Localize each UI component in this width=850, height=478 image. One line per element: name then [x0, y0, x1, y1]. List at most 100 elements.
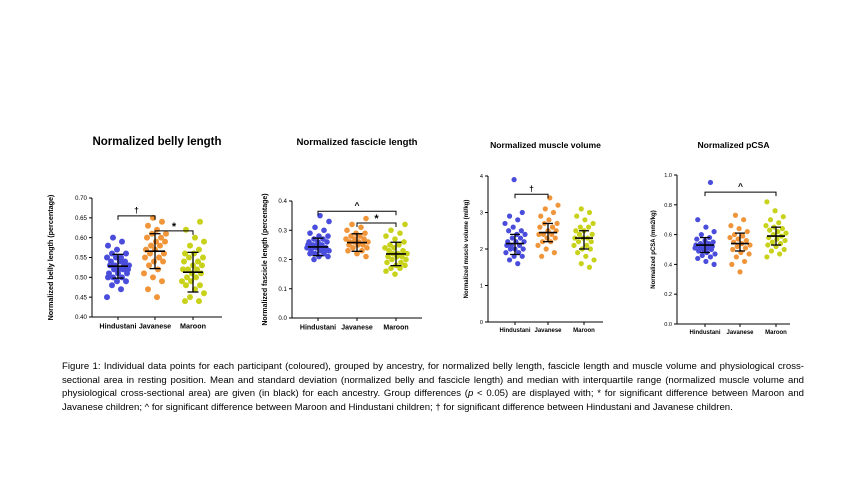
- data-point: [737, 269, 743, 275]
- data-point: [695, 255, 701, 262]
- data-point: [104, 294, 110, 301]
- chart-title: Normalized pCSA: [697, 140, 769, 150]
- data-point: [118, 254, 124, 261]
- data-point: [777, 251, 783, 257]
- series-hindustani: [104, 234, 132, 301]
- data-point: [157, 242, 163, 249]
- data-point: [389, 256, 395, 263]
- data-point: [734, 243, 740, 250]
- data-point: [153, 238, 159, 245]
- y-tick-label: 0.45: [75, 294, 88, 301]
- y-tick-label: 0.40: [75, 314, 88, 321]
- data-point: [186, 254, 192, 261]
- data-point: [398, 259, 404, 266]
- data-point: [142, 254, 148, 261]
- data-point: [200, 254, 206, 261]
- series-hindustani: [502, 177, 528, 267]
- data-point: [711, 261, 717, 267]
- caption-text-2: < 0.05) are displayed with; * for signif…: [62, 388, 804, 413]
- data-point: [317, 212, 323, 219]
- y-axis-label: Normalized pCSA (mm2/kg): [651, 210, 657, 288]
- y-tick-label: 2: [480, 247, 483, 253]
- data-point: [502, 220, 508, 227]
- significance-label: †: [134, 205, 139, 215]
- data-point: [383, 268, 389, 275]
- significance-bracket: [704, 191, 777, 197]
- data-point: [191, 250, 197, 257]
- chart-panel-4: Normalized pCSA 0.0 0.2 0.4 0.6 0.8 1.0 Normali…: [651, 140, 790, 336]
- data-point: [396, 242, 402, 248]
- data-point: [707, 254, 714, 260]
- data-point: [119, 238, 125, 245]
- x-category-label: Javanese: [534, 328, 562, 334]
- data-point: [733, 254, 739, 260]
- x-category-label: Javanese: [726, 330, 754, 336]
- data-point: [150, 274, 156, 281]
- y-tick-label: 1: [480, 283, 483, 289]
- data-point: [781, 246, 787, 253]
- data-point: [122, 258, 128, 265]
- y-axis-label: Normalized fascicle length (percentage): [262, 193, 269, 325]
- data-point: [732, 212, 739, 218]
- data-point: [109, 250, 115, 257]
- data-point: [729, 261, 735, 267]
- data-point: [105, 242, 111, 249]
- data-point: [349, 221, 355, 228]
- data-point: [145, 222, 151, 229]
- y-axis-label: Normalized muscle volume (ml/kg): [464, 200, 470, 299]
- y-tick-label: 0.70: [75, 195, 88, 202]
- data-point: [182, 298, 188, 305]
- data-point: [547, 195, 553, 201]
- data-point: [196, 246, 202, 253]
- data-point: [551, 250, 557, 256]
- data-point: [145, 286, 151, 293]
- y-tick-label: 3: [480, 210, 483, 216]
- figure-panels: Normalized belly length0.400.450.500.550…: [46, 136, 790, 336]
- data-point: [727, 234, 733, 241]
- data-point: [764, 254, 770, 260]
- data-point: [703, 258, 709, 265]
- data-point: [767, 217, 774, 223]
- data-point: [583, 253, 589, 259]
- data-point: [348, 233, 354, 239]
- y-tick-label: 0.65: [75, 215, 88, 222]
- data-point: [147, 250, 153, 257]
- data-point: [403, 256, 409, 263]
- data-point: [710, 239, 716, 245]
- data-point: [388, 227, 394, 234]
- data-point: [110, 274, 116, 281]
- data-point: [743, 237, 749, 244]
- data-point: [741, 217, 747, 223]
- significance-bracket: [514, 193, 549, 199]
- x-category-label: Maroon: [573, 328, 595, 334]
- data-point: [519, 253, 525, 259]
- y-tick-label: 0.50: [75, 275, 88, 282]
- data-point: [740, 233, 746, 239]
- y-axis-label: Normalized belly length (percentage): [46, 194, 55, 320]
- data-point: [509, 235, 515, 241]
- series-maroon: [571, 206, 597, 270]
- data-point: [517, 235, 524, 241]
- data-point: [364, 245, 370, 251]
- data-point: [361, 236, 367, 242]
- data-point: [358, 224, 364, 231]
- y-tick-label: 4: [480, 174, 483, 180]
- data-point: [201, 238, 207, 245]
- data-point: [518, 228, 524, 234]
- data-point: [577, 224, 583, 230]
- data-point: [345, 247, 351, 254]
- data-point: [108, 258, 114, 265]
- data-point: [696, 248, 702, 254]
- data-point: [744, 229, 750, 235]
- y-tick-label: 0.60: [75, 235, 88, 242]
- data-point: [776, 220, 782, 226]
- data-point: [184, 274, 190, 281]
- data-point: [402, 262, 408, 269]
- data-point: [363, 253, 369, 260]
- data-point: [698, 232, 704, 238]
- data-point: [746, 251, 752, 257]
- data-point: [586, 209, 593, 216]
- data-point: [311, 236, 317, 242]
- chart-title: Normalized fascicle length: [296, 137, 417, 148]
- significance-label: ^: [738, 181, 743, 191]
